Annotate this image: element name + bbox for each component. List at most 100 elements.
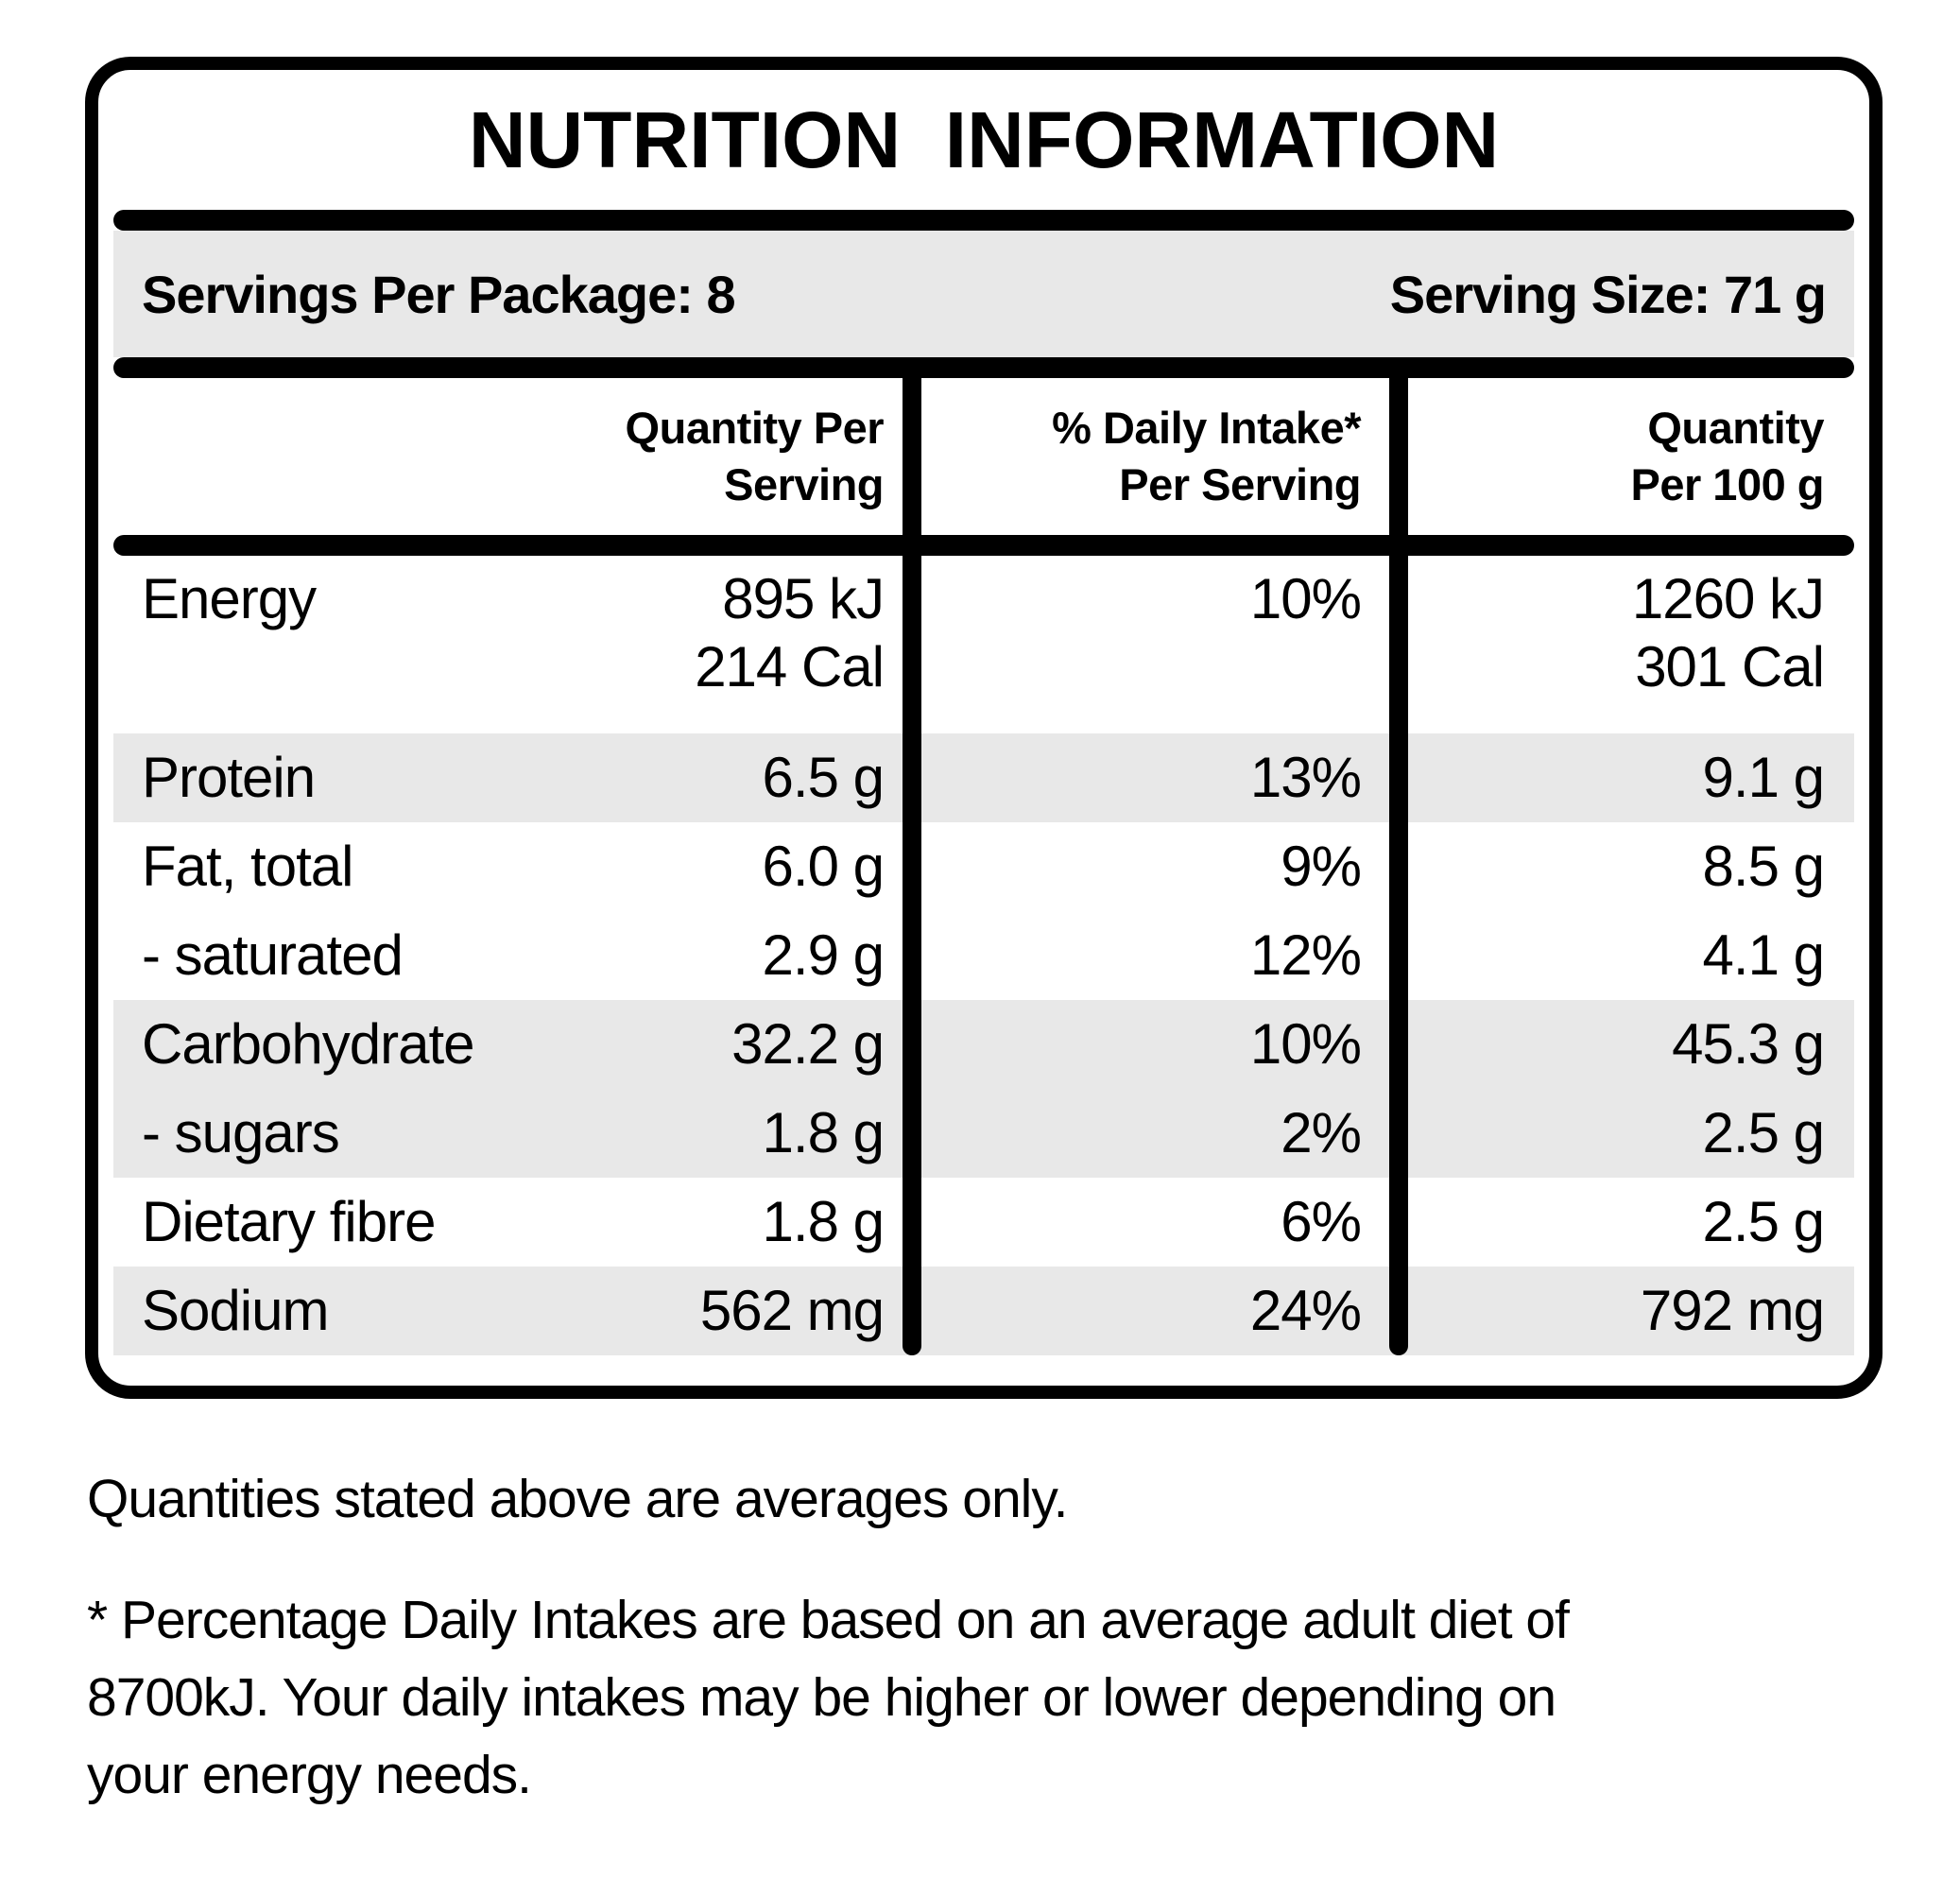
per-serving-value: 2.9 g <box>529 922 912 990</box>
value-line: 9% <box>1281 835 1362 898</box>
per-100g-value: 2.5 g <box>1399 1099 1854 1167</box>
value-line: 10% <box>1249 567 1362 630</box>
per-serving-value: 1.8 g <box>529 1188 912 1256</box>
value-line: Energy <box>142 567 317 630</box>
nutrient-name: Fat, total <box>113 833 529 901</box>
value-line: - sugars <box>142 1101 340 1164</box>
daily-intake-value: 12% <box>912 922 1399 990</box>
per-serving-value: 1.8 g <box>529 1099 912 1167</box>
value-line: 2% <box>1281 1101 1362 1164</box>
table-header-row: Quantity Per Serving % Daily Intake* Per… <box>113 378 1854 535</box>
daily-intake-value: 6% <box>912 1188 1399 1256</box>
header-line: Serving <box>724 459 884 509</box>
value-line: 13% <box>1249 746 1362 809</box>
value-line: 32.2 g <box>731 1012 885 1076</box>
header-line: Per Serving <box>1119 459 1361 509</box>
value-line: Dietary fibre <box>142 1190 436 1253</box>
value-line: 24% <box>1249 1279 1362 1342</box>
value-line: Sodium <box>142 1279 329 1342</box>
note-line: * Percentage Daily Intakes are based on … <box>87 1590 1570 1650</box>
daily-intake-value: 10% <box>912 1010 1399 1078</box>
value-line: 792 mg <box>1640 1279 1825 1342</box>
table-row: - saturated 2.9 g 12% 4.1 g <box>113 911 1854 1000</box>
nutrient-name: Protein <box>113 744 529 812</box>
value-line: 12% <box>1249 923 1362 987</box>
nutrient-name: Sodium <box>113 1277 529 1345</box>
footer-notes: Quantities stated above are averages onl… <box>87 1460 1930 1814</box>
per-100g-value: 4.1 g <box>1399 922 1854 990</box>
value-line: Fat, total <box>142 835 353 898</box>
per-100g-value: 792 mg <box>1399 1277 1854 1345</box>
table-row: Dietary fibre 1.8 g 6% 2.5 g <box>113 1178 1854 1267</box>
value-line: 8.5 g <box>1702 835 1825 898</box>
value-line: 2.5 g <box>1702 1190 1825 1253</box>
per-serving-value: 32.2 g <box>529 1010 912 1078</box>
per-100g-value: 8.5 g <box>1399 833 1854 901</box>
per-serving-value: 895 kJ 214 Cal <box>529 565 912 701</box>
panel-title: NUTRITION INFORMATION <box>468 95 1500 184</box>
value-line: 6.5 g <box>762 746 885 809</box>
per-100g-value: 2.5 g <box>1399 1188 1854 1256</box>
value-line: 4.1 g <box>1702 923 1825 987</box>
nutrient-name: - sugars <box>113 1099 529 1167</box>
value-line: 895 kJ <box>722 567 885 630</box>
daily-intake-value: 13% <box>912 744 1399 812</box>
value-line: Carbohydrate <box>142 1012 475 1076</box>
table-row: Protein 6.5 g 13% 9.1 g <box>113 733 1854 822</box>
header-line: Per 100 g <box>1630 459 1824 509</box>
nutrient-name: Dietary fibre <box>113 1188 529 1256</box>
header-line: % Daily Intake* <box>1052 403 1361 453</box>
value-line: 562 mg <box>699 1279 885 1342</box>
daily-intake-value: 10% <box>912 565 1399 633</box>
daily-intake-value: 2% <box>912 1099 1399 1167</box>
header-line: Quantity Per <box>625 403 885 453</box>
per-serving-value: 6.0 g <box>529 833 912 901</box>
nutrition-panel: NUTRITION INFORMATION Servings Per Packa… <box>85 57 1883 1399</box>
nutrient-name: Energy <box>113 565 529 633</box>
value-line: 9.1 g <box>1702 746 1825 809</box>
per-100g-value: 9.1 g <box>1399 744 1854 812</box>
table-row: Carbohydrate 32.2 g 10% 45.3 g <box>113 1000 1854 1089</box>
value-line: 6% <box>1281 1190 1362 1253</box>
divider-bar-below-title <box>113 210 1854 231</box>
value-line: 1.8 g <box>762 1190 885 1253</box>
header-daily-intake: % Daily Intake* Per Serving <box>912 400 1399 513</box>
value-line: 1.8 g <box>762 1101 885 1164</box>
value-line: 301 Cal <box>1635 635 1825 698</box>
header-quantity-per-serving: Quantity Per Serving <box>529 400 912 513</box>
nutrition-table-body: Energy 895 kJ 214 Cal 10% 1260 kJ 301 Cal Prot… <box>113 556 1854 1355</box>
daily-intake-value: 24% <box>912 1277 1399 1345</box>
daily-intake-note: * Percentage Daily Intakes are based on … <box>87 1581 1930 1814</box>
servings-per-package: Servings Per Package: 8 <box>142 264 736 324</box>
per-serving-value: 6.5 g <box>529 744 912 812</box>
value-line: 10% <box>1249 1012 1362 1076</box>
divider-bar-below-serving-info <box>113 357 1854 378</box>
serving-size: Serving Size: 71 g <box>1389 264 1827 324</box>
value-line: 2.9 g <box>762 923 885 987</box>
value-line: 214 Cal <box>695 635 885 698</box>
per-serving-value: 562 mg <box>529 1277 912 1345</box>
value-line: - saturated <box>142 923 404 987</box>
value-line: 2.5 g <box>1702 1101 1825 1164</box>
column-divider-1 <box>903 357 921 1355</box>
per-100g-value: 1260 kJ 301 Cal <box>1399 565 1854 701</box>
table-row: Energy 895 kJ 214 Cal 10% 1260 kJ 301 Cal <box>113 556 1854 733</box>
table-row: Fat, total 6.0 g 9% 8.5 g <box>113 822 1854 911</box>
per-100g-value: 45.3 g <box>1399 1010 1854 1078</box>
value-line: Protein <box>142 746 316 809</box>
note-line: your energy needs. <box>87 1745 532 1805</box>
averages-note: Quantities stated above are averages onl… <box>87 1469 1068 1529</box>
nutrient-name: - saturated <box>113 922 529 990</box>
value-line: 6.0 g <box>762 835 885 898</box>
header-quantity-per-100g: Quantity Per 100 g <box>1399 400 1854 513</box>
nutrient-name: Carbohydrate <box>113 1010 529 1078</box>
daily-intake-value: 9% <box>912 833 1399 901</box>
table-row: Sodium 562 mg 24% 792 mg <box>113 1267 1854 1355</box>
column-divider-2 <box>1389 357 1408 1355</box>
note-line: 8700kJ. Your daily intakes may be higher… <box>87 1667 1556 1728</box>
divider-bar-below-header <box>113 535 1854 556</box>
serving-info-row: Servings Per Package: 8 Serving Size: 71… <box>113 231 1854 357</box>
value-line: 45.3 g <box>1672 1012 1825 1076</box>
table-row: - sugars 1.8 g 2% 2.5 g <box>113 1089 1854 1178</box>
header-line: Quantity <box>1647 403 1824 453</box>
